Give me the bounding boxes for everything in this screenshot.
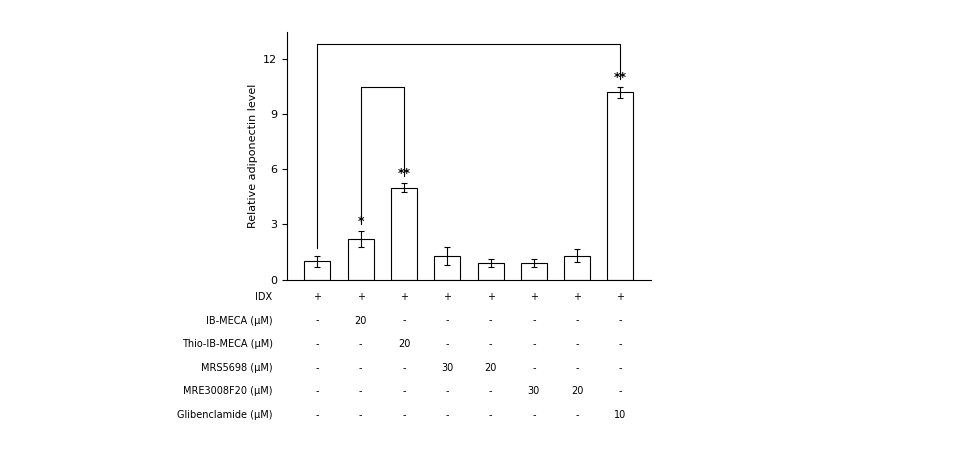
Bar — [347, 239, 373, 280]
Bar — [391, 188, 417, 280]
Text: 20: 20 — [484, 363, 497, 373]
Text: -: - — [316, 339, 319, 349]
Text: -: - — [575, 363, 579, 373]
Text: -: - — [402, 363, 406, 373]
Text: -: - — [619, 386, 622, 396]
Text: -: - — [359, 363, 363, 373]
Text: -: - — [316, 410, 319, 420]
Text: -: - — [402, 386, 406, 396]
Text: 30: 30 — [441, 363, 454, 373]
Text: MRE3008F20 (μM): MRE3008F20 (μM) — [183, 386, 273, 396]
Text: -: - — [575, 316, 579, 326]
Text: +: + — [616, 292, 625, 302]
Text: 10: 10 — [614, 410, 627, 420]
Text: +: + — [400, 292, 408, 302]
Text: -: - — [359, 410, 363, 420]
Text: -: - — [575, 339, 579, 349]
Text: -: - — [316, 316, 319, 326]
Text: IB-MECA (μM): IB-MECA (μM) — [206, 316, 273, 326]
Text: *: * — [358, 215, 364, 228]
Text: -: - — [446, 339, 449, 349]
Text: 30: 30 — [527, 386, 540, 396]
Text: +: + — [357, 292, 365, 302]
Text: +: + — [313, 292, 322, 302]
Text: -: - — [402, 410, 406, 420]
Text: -: - — [446, 410, 449, 420]
Text: Thio-IB-MECA (μM): Thio-IB-MECA (μM) — [182, 339, 273, 349]
Text: 20: 20 — [354, 316, 367, 326]
Bar — [521, 263, 546, 280]
Text: -: - — [619, 316, 622, 326]
Text: +: + — [443, 292, 452, 302]
Bar — [478, 263, 503, 280]
Text: -: - — [402, 316, 406, 326]
Text: **: ** — [397, 167, 411, 180]
Text: Glibenclamide (μM): Glibenclamide (μM) — [177, 410, 273, 420]
Text: +: + — [573, 292, 581, 302]
Text: -: - — [316, 386, 319, 396]
Text: -: - — [489, 316, 492, 326]
Text: -: - — [446, 316, 449, 326]
Text: -: - — [489, 339, 492, 349]
Text: -: - — [619, 363, 622, 373]
Text: -: - — [489, 386, 492, 396]
Text: MRS5698 (μM): MRS5698 (μM) — [201, 363, 273, 373]
Bar — [565, 256, 590, 280]
Text: -: - — [316, 363, 319, 373]
Text: -: - — [359, 339, 363, 349]
Text: +: + — [486, 292, 495, 302]
Text: -: - — [532, 410, 536, 420]
Text: -: - — [446, 386, 449, 396]
Text: IDX: IDX — [256, 292, 273, 302]
Text: **: ** — [614, 71, 627, 84]
Y-axis label: Relative adiponectin level: Relative adiponectin level — [248, 83, 257, 228]
Text: -: - — [575, 410, 579, 420]
Text: 20: 20 — [571, 386, 584, 396]
Text: -: - — [532, 363, 536, 373]
Text: -: - — [489, 410, 492, 420]
Text: -: - — [532, 339, 536, 349]
Bar — [434, 256, 460, 280]
Text: -: - — [532, 316, 536, 326]
Text: +: + — [530, 292, 538, 302]
Text: 20: 20 — [398, 339, 411, 349]
Text: -: - — [359, 386, 363, 396]
Bar — [304, 261, 330, 280]
Text: -: - — [619, 339, 622, 349]
Bar — [608, 92, 634, 280]
